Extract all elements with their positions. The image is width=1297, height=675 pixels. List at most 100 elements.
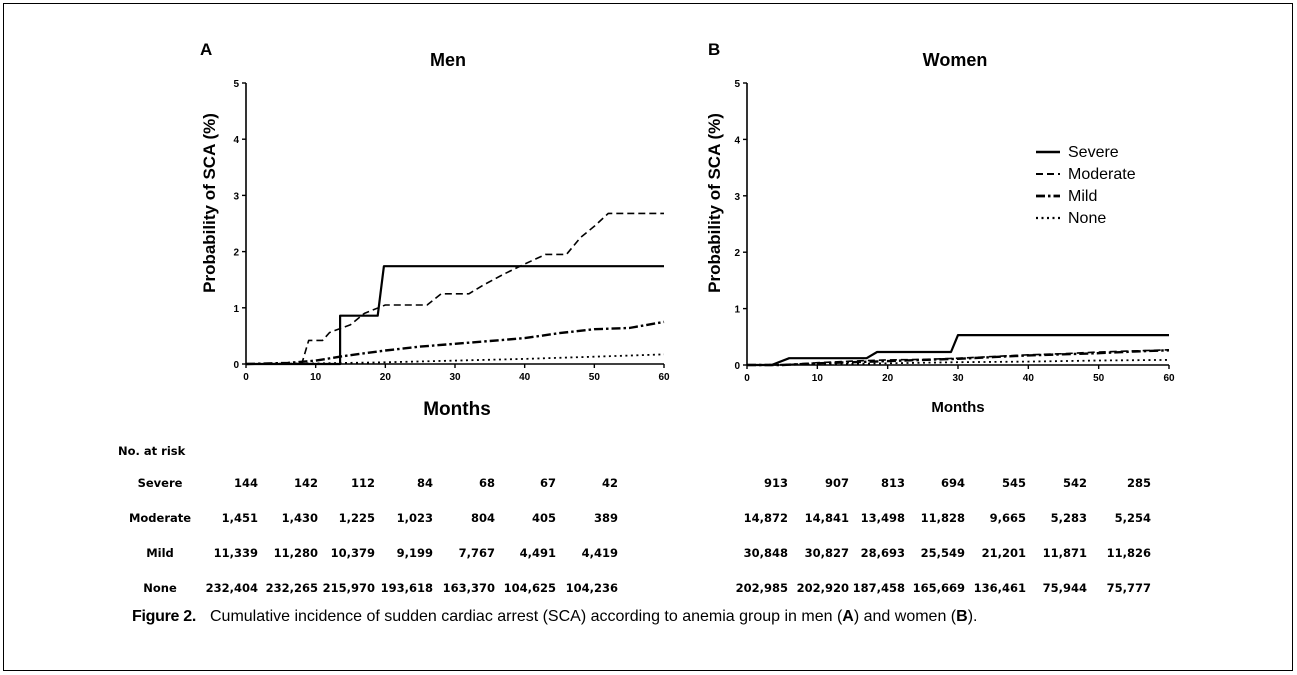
risk-row-label-severe: Severe — [138, 476, 183, 490]
risk-cell-b: 542 — [1063, 476, 1087, 490]
legend-label-moderate: Moderate — [1068, 166, 1136, 183]
risk-row-label-mild: Mild — [146, 546, 174, 560]
legend-label-severe: Severe — [1068, 144, 1119, 161]
x-tick-label: 50 — [589, 372, 601, 383]
y-tick-label: 4 — [734, 135, 740, 146]
x-tick-label: 30 — [952, 373, 964, 384]
caption-text-2: ) and women ( — [853, 608, 957, 625]
panel-a-x-axis-label: Months — [423, 399, 491, 420]
risk-cell-a: 804 — [471, 511, 495, 525]
caption-panel-a: A — [842, 608, 854, 625]
x-tick-label: 30 — [449, 372, 461, 383]
panel-b-title: Women — [923, 50, 988, 70]
x-tick-label: 0 — [744, 373, 750, 384]
risk-cell-b: 5,283 — [1051, 511, 1087, 525]
risk-cell-a: 215,970 — [323, 581, 375, 595]
risk-cell-a: 67 — [540, 476, 556, 490]
panel-b-x-axis-label: Months — [931, 399, 984, 416]
risk-cell-b: 165,669 — [913, 581, 965, 595]
risk-cell-b: 75,777 — [1107, 581, 1151, 595]
risk-cell-b: 907 — [825, 476, 849, 490]
panel-a-y-axis-label: Probability of SCA (%) — [200, 113, 219, 293]
legend-label-mild: Mild — [1068, 188, 1097, 205]
risk-cell-b: 187,458 — [853, 581, 905, 595]
risk-cell-a: 11,280 — [274, 546, 318, 560]
risk-cell-a: 1,225 — [339, 511, 375, 525]
y-tick-label: 0 — [233, 360, 239, 371]
panel-a-title: Men — [430, 50, 466, 70]
risk-cell-b: 28,693 — [861, 546, 905, 560]
risk-cell-b: 202,985 — [736, 581, 788, 595]
risk-cell-b: 30,848 — [744, 546, 788, 560]
risk-cell-a: 7,767 — [459, 546, 495, 560]
risk-row-label-none: None — [143, 581, 177, 595]
risk-cell-a: 42 — [602, 476, 618, 490]
risk-cell-b: 13,498 — [861, 511, 905, 525]
x-tick-label: 60 — [1163, 373, 1175, 384]
risk-cell-a: 1,430 — [282, 511, 318, 525]
x-tick-label: 50 — [1093, 373, 1105, 384]
risk-cell-a: 68 — [479, 476, 495, 490]
risk-cell-a: 232,404 — [206, 581, 258, 595]
risk-cell-b: 30,827 — [805, 546, 849, 560]
risk-cell-b: 11,826 — [1107, 546, 1151, 560]
x-tick-label: 20 — [882, 373, 894, 384]
risk-cell-b: 14,872 — [744, 511, 788, 525]
caption-text-1: Cumulative incidence of sudden cardiac a… — [209, 608, 843, 625]
risk-cell-a: 11,339 — [214, 546, 258, 560]
figure-caption: Figure 2. Cumulative incidence of sudden … — [132, 608, 977, 626]
risk-cell-b: 5,254 — [1115, 511, 1151, 525]
panel-b-letter: B — [708, 40, 720, 59]
x-tick-label: 10 — [812, 373, 824, 384]
risk-cell-b: 694 — [941, 476, 965, 490]
risk-cell-b: 545 — [1002, 476, 1026, 490]
risk-cell-a: 405 — [532, 511, 556, 525]
risk-cell-a: 163,370 — [443, 581, 495, 595]
risk-cell-b: 913 — [764, 476, 788, 490]
risk-cell-a: 112 — [351, 476, 375, 490]
series-moderate-line — [246, 212, 664, 365]
risk-cell-a: 104,625 — [504, 581, 556, 595]
y-tick-label: 1 — [734, 305, 740, 316]
legend: Severe Moderate Mild None — [1036, 144, 1136, 227]
panel-b-y-axis-label: Probability of SCA (%) — [705, 113, 724, 293]
risk-cell-a: 232,265 — [266, 581, 318, 595]
risk-cell-a: 10,379 — [331, 546, 375, 560]
x-tick-label: 0 — [243, 372, 249, 383]
y-tick-label: 5 — [734, 79, 740, 90]
risk-cell-a: 4,491 — [520, 546, 556, 560]
figure-label: Figure 2. — [132, 608, 196, 625]
risk-cell-a: 9,199 — [397, 546, 433, 560]
risk-cell-b: 25,549 — [921, 546, 965, 560]
risk-table-header: No. at risk — [118, 444, 186, 458]
y-tick-label: 0 — [734, 361, 740, 372]
risk-cell-a: 1,451 — [222, 511, 258, 525]
figure-frame — [3, 3, 1293, 671]
series-severe-line — [246, 265, 664, 366]
risk-cell-a: 104,236 — [566, 581, 618, 595]
y-tick-label: 2 — [734, 248, 740, 259]
risk-cell-b: 813 — [881, 476, 905, 490]
risk-cell-a: 1,023 — [397, 511, 433, 525]
series-mild-line — [747, 349, 1170, 367]
risk-cell-a: 144 — [234, 476, 258, 490]
y-tick-label: 5 — [233, 79, 239, 90]
risk-row-label-moderate: Moderate — [129, 511, 191, 525]
risk-cell-b: 9,665 — [990, 511, 1026, 525]
legend-label-none: None — [1068, 210, 1106, 227]
series-none-line — [245, 353, 665, 365]
risk-table: Severe 144 142 112 84 68 67 42 Moderate 1,451 1,43… — [129, 476, 1151, 595]
risk-cell-a: 84 — [417, 476, 433, 490]
x-tick-label: 60 — [658, 372, 670, 383]
risk-cell-b: 75,944 — [1043, 581, 1087, 595]
x-tick-label: 40 — [519, 372, 531, 383]
risk-cell-b: 11,828 — [921, 511, 965, 525]
panel-a-letter: A — [200, 40, 212, 59]
risk-cell-a: 142 — [294, 476, 318, 490]
risk-cell-b: 14,841 — [805, 511, 849, 525]
y-tick-label: 4 — [233, 135, 239, 146]
